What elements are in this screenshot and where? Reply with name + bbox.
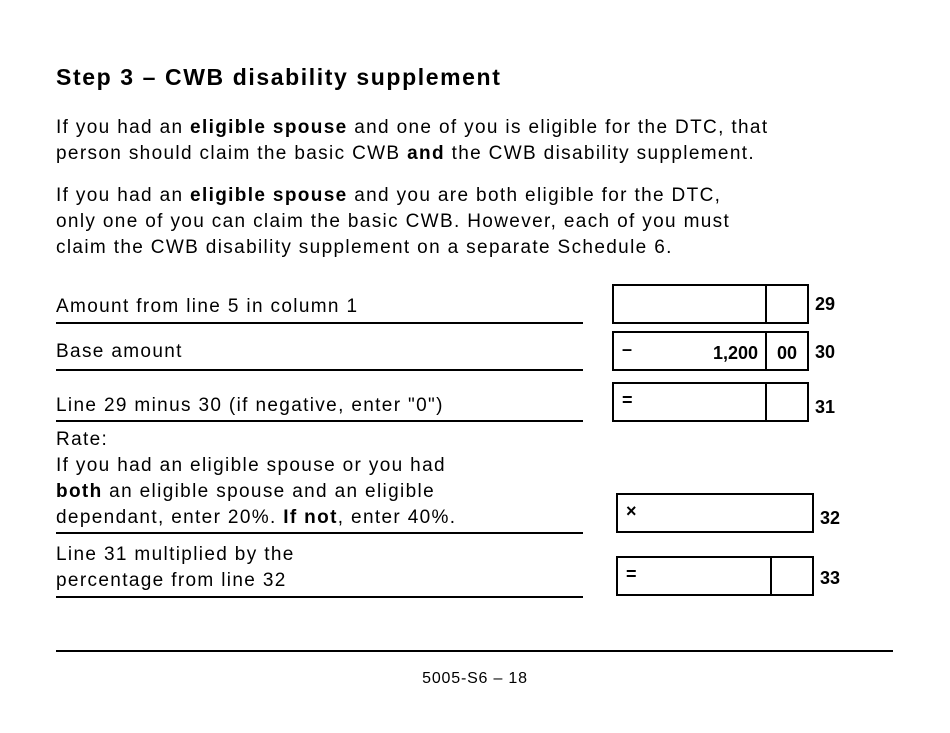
text-line: claim the CWB disability supplement on a… (56, 237, 673, 258)
text-line: both an eligible spouse and an eligible (56, 481, 435, 502)
text-segment: eligible spouse (190, 117, 348, 138)
text-segment: the CWB disability supplement. (445, 143, 755, 164)
text-segment: both (56, 481, 103, 502)
operator: – (622, 339, 632, 359)
operator: × (626, 501, 637, 521)
text-segment: Amount from line 5 in column 1 (56, 296, 358, 317)
text-line: Base amount (56, 341, 183, 362)
text-segment: , enter 40%. (338, 507, 457, 528)
text-segment: eligible spouse (190, 185, 348, 206)
text-line: person should claim the basic CWB and th… (56, 143, 755, 164)
text-line: If you had an eligible spouse and one of… (56, 117, 768, 138)
text-segment: If you had an (56, 185, 190, 206)
text-line: Rate: (56, 429, 108, 450)
page-number: 5005-S6 – 18 (422, 670, 528, 687)
text-segment: Line 31 multiplied by the (56, 544, 295, 565)
text-segment: Rate: (56, 429, 108, 450)
text-segment: If you had an eligible spouse or you had (56, 455, 446, 476)
text-segment: an eligible spouse and an eligible (103, 481, 435, 502)
text-line: percentage from line 32 (56, 570, 287, 591)
text-line: dependant, enter 20%. If not, enter 40%. (56, 507, 456, 528)
text-segment: Base amount (56, 341, 183, 362)
text-segment: only one of you can claim the basic CWB.… (56, 211, 730, 232)
operator: = (626, 564, 637, 584)
entry-box (612, 331, 809, 371)
text-segment: dependant, enter 20%. (56, 507, 283, 528)
line-number: 32 (820, 508, 840, 528)
text-segment: If not (283, 507, 338, 528)
text-segment: If you had an (56, 117, 190, 138)
text-segment: percentage from line 32 (56, 570, 287, 591)
line-number: 31 (815, 397, 835, 417)
amount: 1,200 (713, 343, 758, 363)
text-segment: and (407, 143, 445, 164)
entry-box (616, 493, 814, 533)
text-segment: and you are both eligible for the DTC, (348, 185, 722, 206)
text-segment: person should claim the basic CWB (56, 143, 407, 164)
operator: = (622, 390, 633, 410)
entry-box (612, 382, 809, 422)
text-segment: Line 29 minus 30 (if negative, enter "0"… (56, 395, 444, 416)
section-title: Step 3 – CWB disability supplement (56, 64, 501, 90)
text-line: Line 31 multiplied by the (56, 544, 295, 565)
line-number: 33 (820, 568, 840, 588)
entry-box (616, 556, 814, 596)
text-segment: and one of you is eligible for the DTC, … (348, 117, 769, 138)
entry-box (612, 284, 809, 324)
text-line: If you had an eligible spouse and you ar… (56, 185, 721, 206)
text-line: Line 29 minus 30 (if negative, enter "0"… (56, 395, 444, 416)
cents: 00 (777, 343, 797, 363)
line-number: 30 (815, 342, 835, 362)
text-line: Amount from line 5 in column 1 (56, 296, 358, 317)
text-segment: claim the CWB disability supplement on a… (56, 237, 673, 258)
text-line: only one of you can claim the basic CWB.… (56, 211, 730, 232)
line-number: 29 (815, 294, 835, 314)
text-line: If you had an eligible spouse or you had (56, 455, 446, 476)
